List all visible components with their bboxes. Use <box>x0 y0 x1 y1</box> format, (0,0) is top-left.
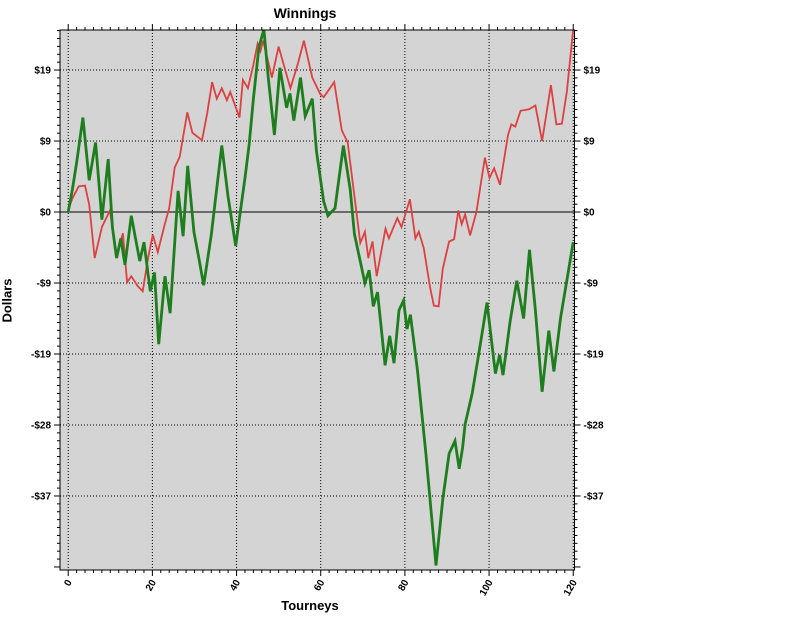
y-tick-label-left: $0 <box>40 208 52 219</box>
y-tick-label-left: $19 <box>34 66 51 77</box>
x-tick-label: 40 <box>228 578 243 594</box>
x-axis-title: Tourneys <box>281 598 339 613</box>
y-tick-label-right: -$37 <box>584 491 604 502</box>
plot-border <box>59 29 575 571</box>
y-tick-label-right: $19 <box>584 66 601 77</box>
y-tick-label-left: -$37 <box>31 491 51 502</box>
y-tick-label-right: $9 <box>584 137 596 148</box>
x-tick-label: 0 <box>62 578 75 589</box>
red-series-line <box>67 30 575 308</box>
y-tick-label-right: -$28 <box>584 420 604 431</box>
y-tick-label-right: -$9 <box>584 279 599 290</box>
y-tick-label-right: $0 <box>584 208 596 219</box>
green-series-line <box>66 30 575 566</box>
y-tick-label-left: -$28 <box>31 420 51 431</box>
y-tick-label-right: -$19 <box>584 350 604 361</box>
x-tick-label: 20 <box>144 578 159 594</box>
x-tick-label: 120 <box>562 578 580 598</box>
y-tick-label-left: -$9 <box>37 279 52 290</box>
x-tick-label: 80 <box>396 578 411 594</box>
y-tick-label-left: -$19 <box>31 350 51 361</box>
plot-background <box>60 30 575 570</box>
x-tick-label: 100 <box>478 578 496 598</box>
chart-title: Winnings <box>273 5 337 21</box>
y-tick-label-left: $9 <box>40 137 52 148</box>
x-tick-label: 60 <box>312 578 327 594</box>
